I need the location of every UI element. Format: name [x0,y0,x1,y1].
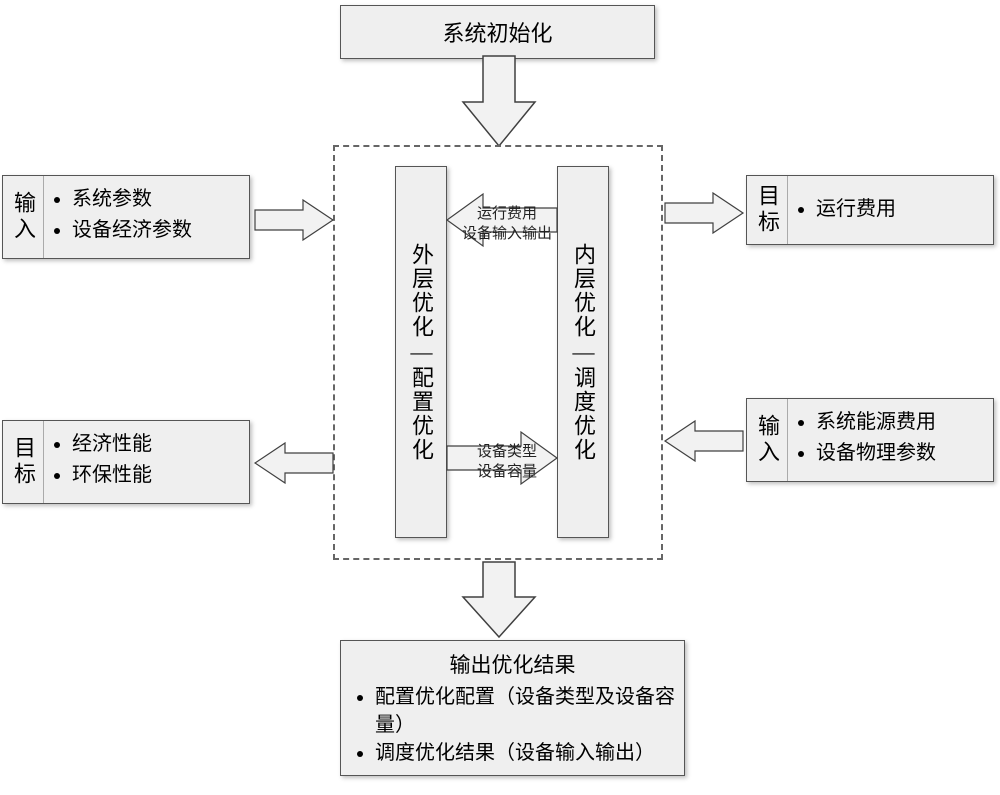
mid-upper-line2: 设备输入输出 [459,224,555,244]
arrow-right-top [665,192,743,234]
right-bottom-box: 输入 系统能源费用 设备物理参数 [746,398,994,482]
system-init-box: 系统初始化 [340,5,655,59]
list-item: 环保性能 [72,460,241,491]
right-top-box: 目标 运行费用 [746,175,994,245]
left-top-header: 输入 [3,176,44,258]
arrow-left-bottom [255,442,333,484]
list-item: 经济性能 [72,429,241,460]
mid-lower-text: 设备类型 设备容量 [459,442,555,483]
result-box: 输出优化结果 配置优化配置（设备类型及设备容量） 调度优化结果（设备输入输出） [340,640,685,776]
left-bottom-box: 目标 经济性能 环保性能 [2,420,250,504]
list-item: 系统能源费用 [816,407,985,438]
mid-upper-text: 运行费用 设备输入输出 [459,204,555,245]
list-item: 调度优化结果（设备输入输出） [375,739,678,767]
result-list: 配置优化配置（设备类型及设备容量） 调度优化结果（设备输入输出） [347,683,678,767]
arrow-down-bottom [459,562,539,637]
mid-lower-line1: 设备类型 [459,442,555,462]
left-bottom-header: 目标 [3,421,44,503]
right-bottom-list: 系统能源费用 设备物理参数 [788,399,993,481]
arrow-down-top [459,56,539,146]
list-item: 运行费用 [816,194,985,225]
outer-opt-box: 外层优化—配置优化 [395,166,447,538]
mid-upper-line1: 运行费用 [459,204,555,224]
right-top-header: 目标 [747,176,788,244]
list-item: 配置优化配置（设备类型及设备容量） [375,683,678,739]
left-bottom-list: 经济性能 环保性能 [44,421,249,503]
right-bottom-header: 输入 [747,399,788,481]
right-top-list: 运行费用 [788,176,993,244]
arrow-left-top [255,199,333,241]
left-top-box: 输入 系统参数 设备经济参数 [2,175,250,259]
left-top-list: 系统参数 设备经济参数 [44,176,249,258]
list-item: 设备物理参数 [816,438,985,469]
list-item: 设备经济参数 [72,215,241,246]
result-title: 输出优化结果 [347,649,678,679]
arrow-right-bottom [665,420,743,462]
inner-opt-box: 内层优化—调度优化 [557,166,609,538]
list-item: 系统参数 [72,184,241,215]
mid-lower-line2: 设备容量 [459,462,555,482]
diagram-canvas: 系统初始化 外层优化—配置优化 内层优化—调度优化 运行费用 设备输入输出 设备… [0,0,1000,795]
